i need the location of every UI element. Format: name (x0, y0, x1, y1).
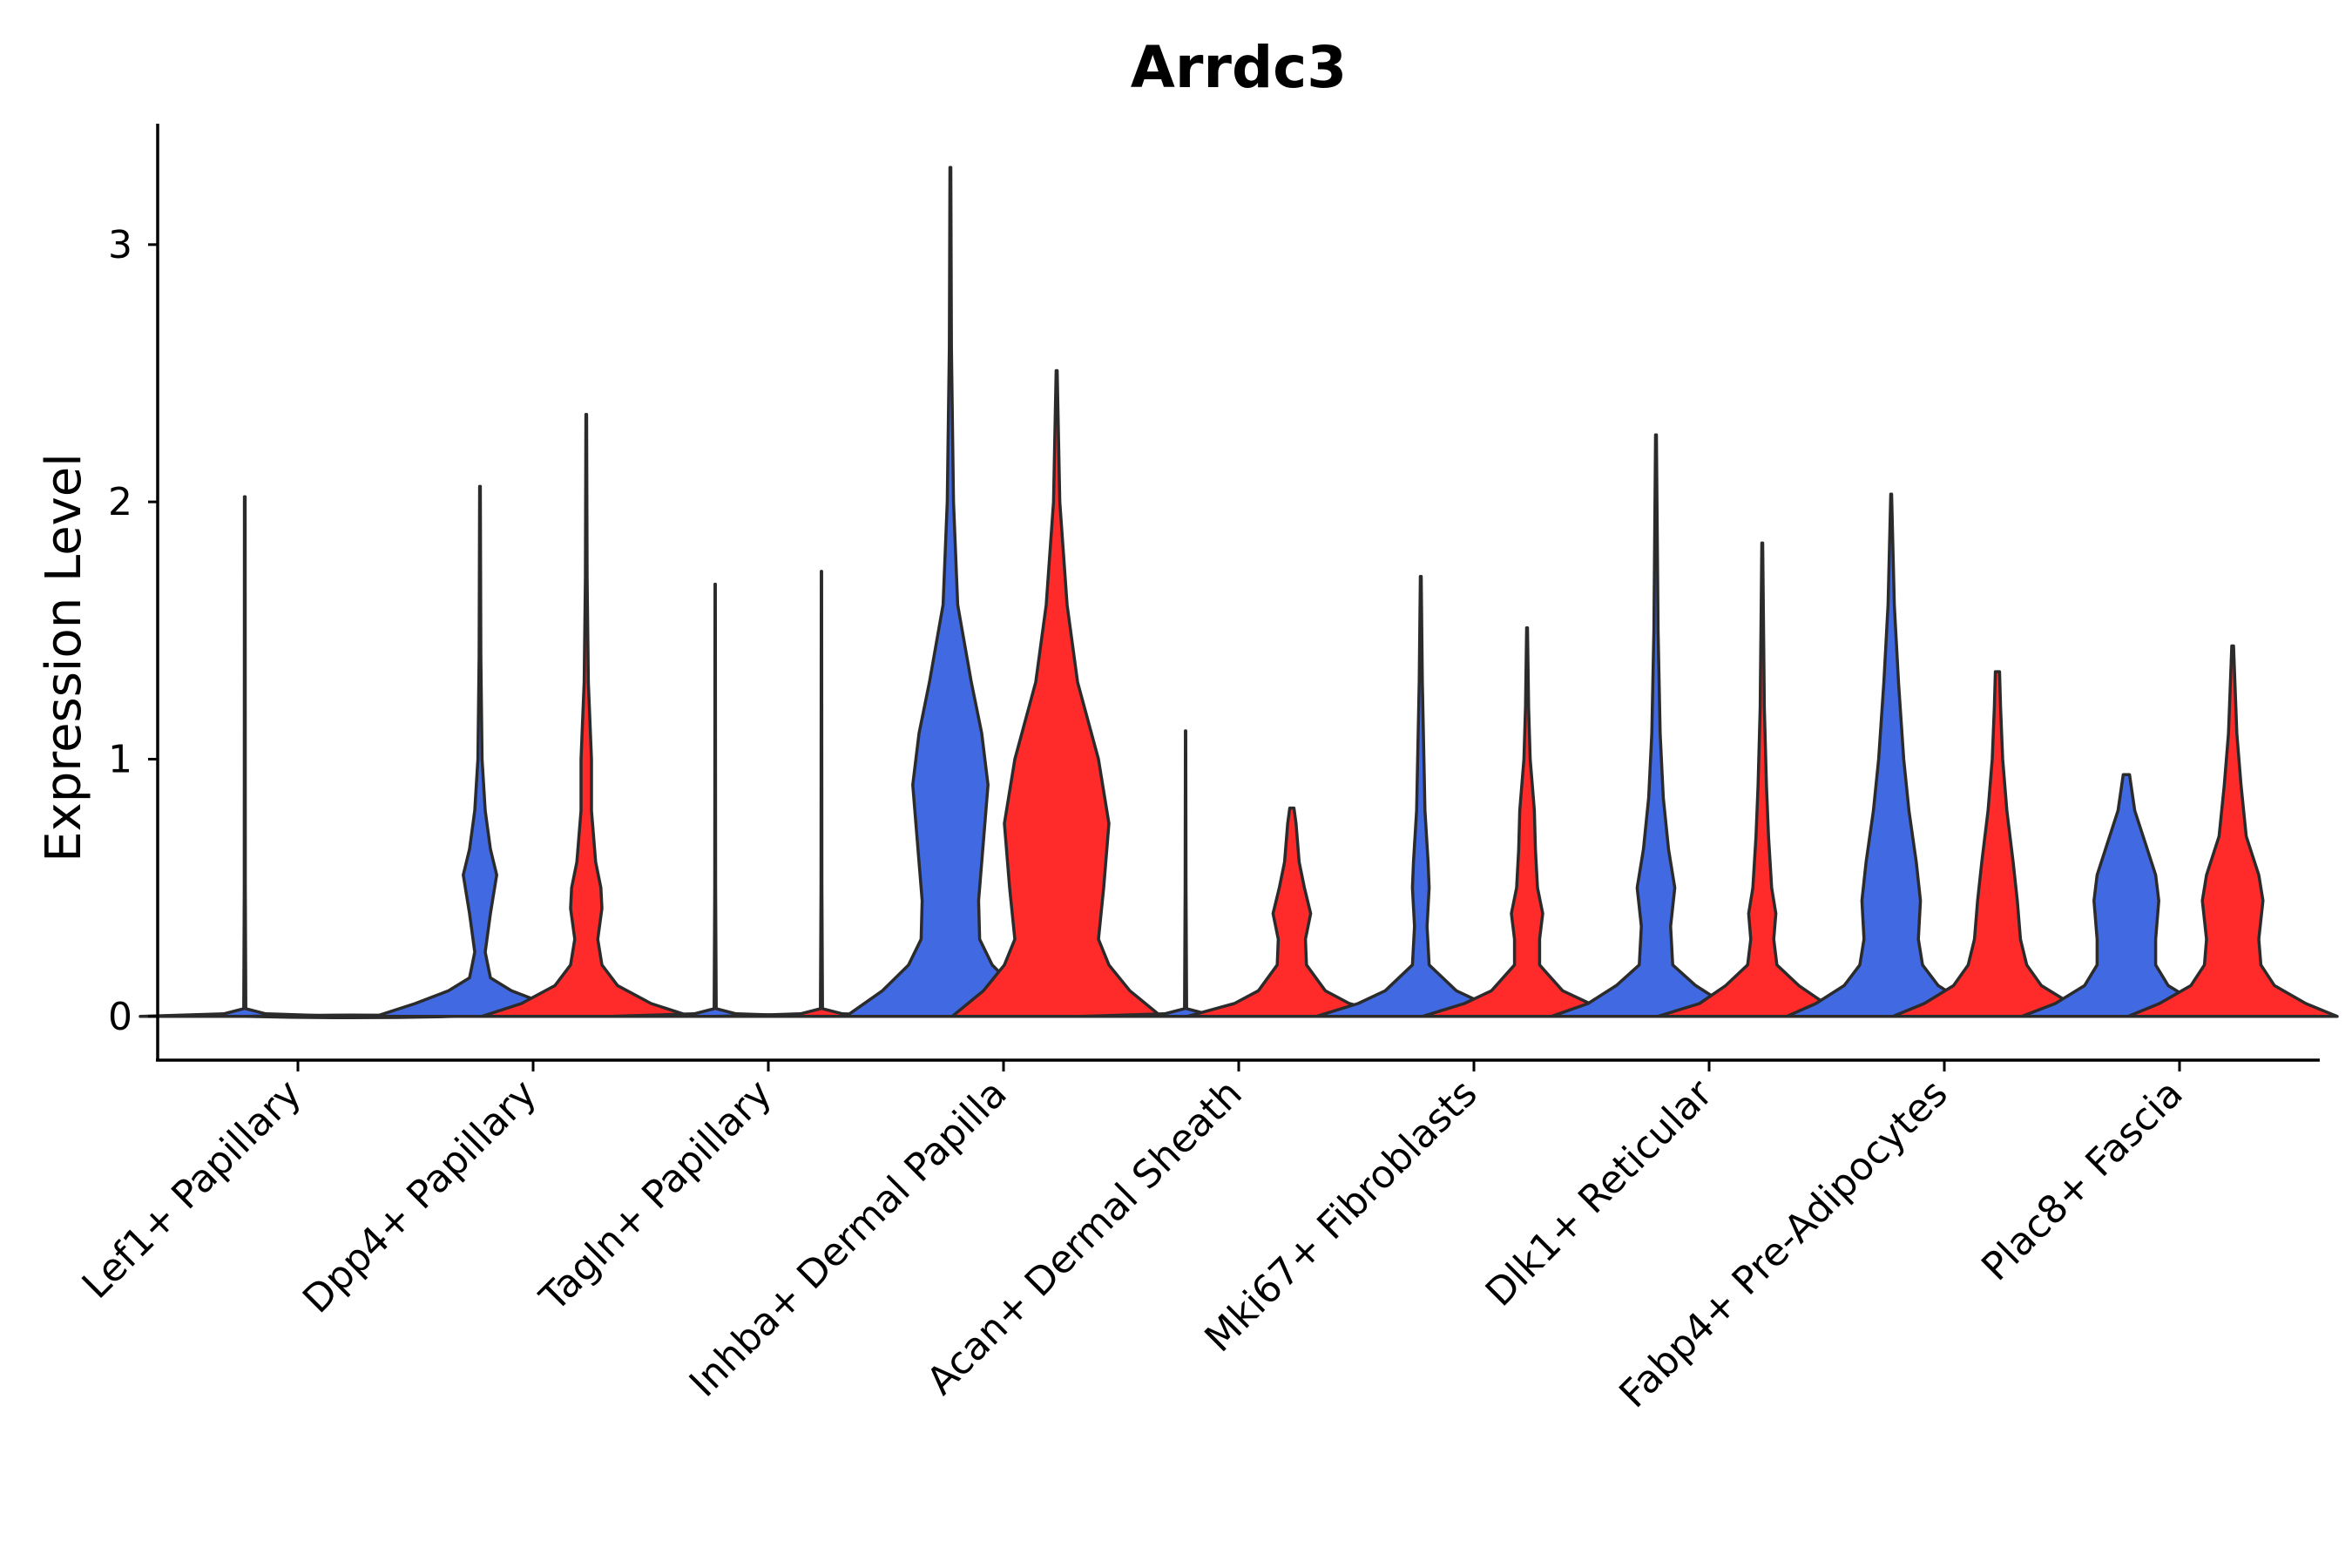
violin-layer (139, 166, 2339, 1020)
violin-4-group_b (1186, 806, 1398, 1018)
chart-title: Arrdc3 (1131, 34, 1347, 101)
y-tick-label-1: 1 (108, 737, 132, 781)
violin-8-group_b (2126, 644, 2339, 1018)
violin-2-group_a (609, 582, 821, 1018)
x-category-label-8: Plac8+ Fascia (1973, 1071, 2192, 1290)
violin-3-group_b (950, 368, 1163, 1018)
x-category-label-2: Tagln+ Papillary (531, 1071, 781, 1321)
violin-7-group_b (1891, 670, 2104, 1018)
x-category-label-1: Dpp4+ Papillary (294, 1071, 545, 1322)
violin-5-group_a (1315, 575, 1527, 1018)
y-axis-label: Expression Level (36, 453, 92, 862)
violin-7-group_a (1785, 492, 1997, 1018)
violin-8-group_a (2020, 773, 2233, 1018)
x-category-label-0: Lef1+ Papillary (74, 1071, 310, 1308)
x-category-label-6: Dlk1+ Reticular (1477, 1071, 1722, 1315)
violin-0-group_a (139, 495, 351, 1018)
y-tick-label-2: 2 (108, 480, 132, 524)
violin-1-group_b (480, 412, 693, 1018)
violin-4-group_a (1079, 729, 1292, 1018)
y-tick-label-3: 3 (108, 223, 132, 267)
violin-6-group_b (1656, 541, 1869, 1018)
violin-2-group_b (715, 570, 928, 1018)
y-tick-label-0: 0 (108, 995, 132, 1039)
y-axis-ticks: 0 1 2 3 (108, 223, 158, 1039)
violin-1-group_a (374, 484, 586, 1018)
violin-3-group_a (844, 166, 1057, 1018)
x-category-label-5: Mki67+ Fibroblasts (1196, 1071, 1485, 1361)
violin-6-group_a (1550, 433, 1762, 1018)
violin-5-group_b (1421, 626, 1633, 1018)
